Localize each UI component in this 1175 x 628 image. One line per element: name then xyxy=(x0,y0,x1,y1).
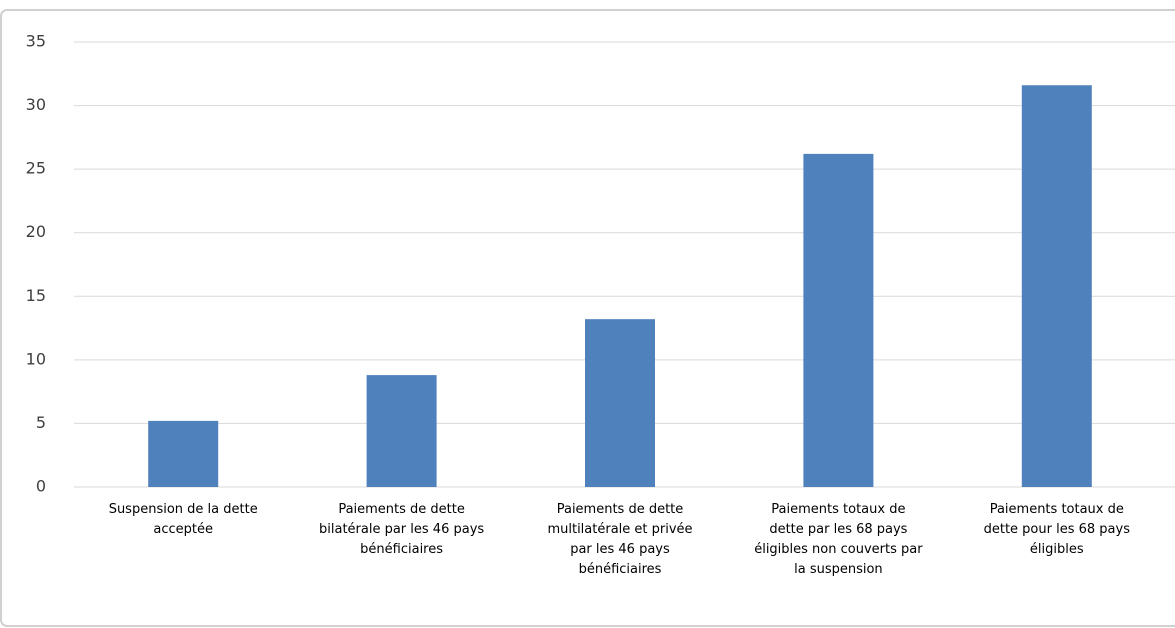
x-tick-label: Paiements totaux de dette pour les 68 pa… xyxy=(983,502,1130,557)
x-tick-label: Paiements totaux de dette par les 68 pay… xyxy=(754,502,923,577)
y-tick-label: 15 xyxy=(26,286,46,305)
x-tick-label: Suspension de la dette acceptée xyxy=(108,502,258,537)
chart-frame xyxy=(0,9,1175,627)
y-tick-label: 30 xyxy=(26,95,46,114)
y-tick-label: 35 xyxy=(26,32,46,51)
x-tick-label-box: Paiements totaux de dette par les 68 pay… xyxy=(754,502,923,577)
x-tick-label-box: Paiements de dette multilatérale et priv… xyxy=(547,502,693,577)
bar xyxy=(148,420,219,487)
y-tick-label: 10 xyxy=(26,349,46,368)
x-tick-label-box: Paiements totaux de dette pour les 68 pa… xyxy=(983,502,1130,557)
x-tick-label-box: Suspension de la dette acceptée xyxy=(108,502,258,537)
x-tick-label: Paiements de dette multilatérale et priv… xyxy=(547,502,693,577)
bar xyxy=(366,375,437,487)
bar xyxy=(1021,85,1092,487)
y-tick-label: 25 xyxy=(26,159,46,178)
y-tick-label: 0 xyxy=(36,477,46,496)
x-tick-label-box: Paiements de dette bilatérale par les 46… xyxy=(319,502,485,557)
y-tick-label: 5 xyxy=(36,413,46,432)
x-tick-label: Paiements de dette bilatérale par les 46… xyxy=(319,502,485,557)
bar xyxy=(585,319,655,487)
y-tick-label: 20 xyxy=(26,222,46,241)
bar xyxy=(803,153,874,487)
